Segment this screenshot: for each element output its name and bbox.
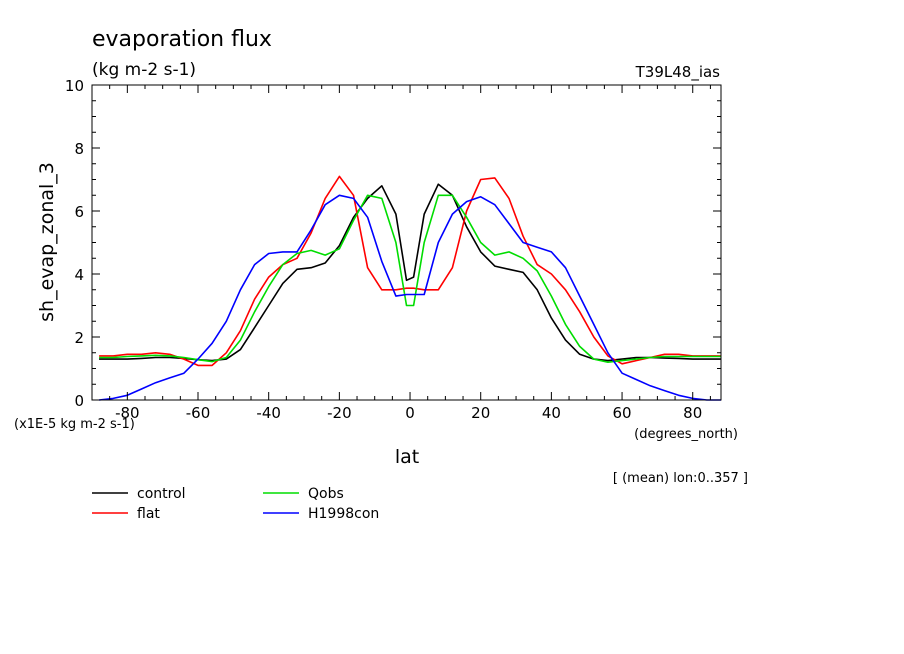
legend-label-qobs: Qobs [308, 486, 344, 502]
legend-label-flat: flat [137, 506, 160, 522]
x-tick-label: -60 [186, 404, 211, 422]
x-tick-label: 40 [542, 404, 561, 422]
x-tick-label: -80 [115, 404, 140, 422]
y-tick-label: 0 [74, 392, 84, 410]
chart-title: evaporation flux [92, 27, 272, 52]
series-line-h1998con [99, 194, 721, 401]
x-tick-label: -20 [327, 404, 352, 422]
series-line-qobs [99, 194, 721, 364]
chart-subtitle: (kg m-2 s-1) [92, 60, 196, 80]
x-tick-label: 80 [683, 404, 702, 422]
legend: control flat Qobs H1998con [92, 486, 379, 522]
y-axis-units: (x1E-5 kg m-2 s-1) [14, 417, 135, 432]
y-axis-label: sh_evap_zonal_3 [36, 162, 58, 322]
series-line-flat [99, 175, 721, 367]
y-tick-label: 2 [74, 329, 84, 347]
x-axis-units: (degrees_north) [634, 427, 738, 442]
y-tick-label: 8 [74, 140, 84, 158]
x-axis-label: lat [395, 446, 419, 468]
plot-area [99, 175, 721, 401]
y-tick-label: 6 [74, 203, 84, 221]
y-tick-label: 4 [74, 266, 84, 284]
legend-label-h1998con: H1998con [308, 506, 379, 522]
x-axis-ticks: -80 -60 -40 -20 0 20 40 60 80 [91, 85, 711, 422]
x-tick-label: 60 [613, 404, 632, 422]
footnote: [ (mean) lon:0..357 ] [613, 471, 748, 486]
run-label: T39L48_ias [635, 63, 721, 82]
x-tick-label: -40 [256, 404, 281, 422]
legend-label-control: control [137, 486, 186, 502]
series-lines [99, 175, 721, 401]
y-tick-label: 10 [65, 77, 84, 95]
x-tick-label: 20 [471, 404, 490, 422]
x-tick-label: 0 [405, 404, 415, 422]
y-axis-ticks: 0 2 4 6 8 10 [65, 77, 721, 410]
